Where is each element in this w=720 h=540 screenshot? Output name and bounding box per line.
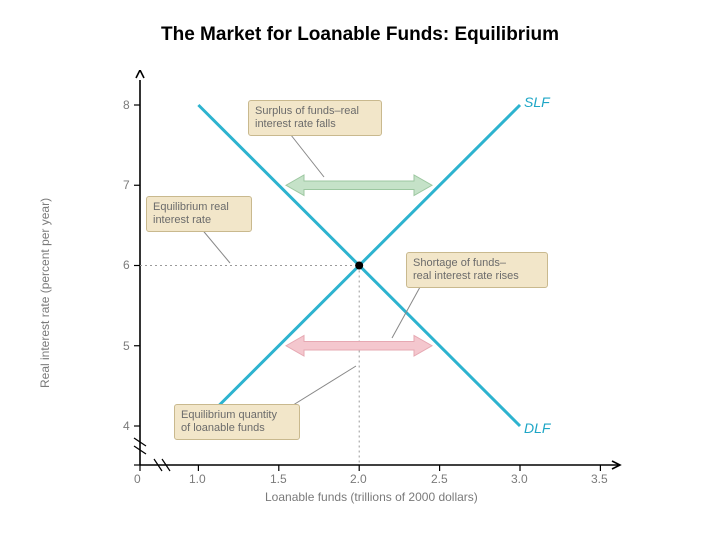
- surplus-line2: interest rate falls: [255, 118, 336, 130]
- equilibrium-point: [355, 262, 363, 270]
- shortage-line1: Shortage of funds–: [413, 257, 506, 269]
- eqrate-line1: Equilibrium real: [153, 201, 229, 213]
- supply-label: SLF: [524, 94, 550, 110]
- eqrate-box: Equilibrium real interest rate: [146, 196, 252, 232]
- y-axis-label: Real interest rate (percent per year): [38, 198, 52, 388]
- demand-label: DLF: [524, 420, 550, 436]
- eqqty-line2: of loanable funds: [181, 422, 265, 434]
- shortage-line2: real interest rate rises: [413, 270, 519, 282]
- shortage-box: Shortage of funds– real interest rate ri…: [406, 252, 548, 288]
- surplus-line1: Surplus of funds–real: [255, 105, 359, 117]
- leader-surplus: [287, 130, 324, 177]
- y-ticks: [134, 105, 140, 465]
- x-tick-5: 3.0: [511, 472, 528, 486]
- leader-eqrate: [200, 227, 230, 263]
- x-tick-0: 0: [134, 472, 141, 486]
- surplus-arrow: [286, 175, 432, 196]
- shortage-arrow: [286, 336, 432, 357]
- y-tick-5: 5: [123, 339, 130, 353]
- y-tick-7: 7: [123, 178, 130, 192]
- y-tick-8: 8: [123, 98, 130, 112]
- x-ticks: [140, 465, 600, 471]
- eqqty-box: Equilibrium quantity of loanable funds: [174, 404, 300, 440]
- x-axis-label: Loanable funds (trillions of 2000 dollar…: [265, 490, 478, 504]
- x-tick-4: 2.5: [431, 472, 448, 486]
- y-tick-6: 6: [123, 258, 130, 272]
- x-tick-3: 2.0: [350, 472, 367, 486]
- x-tick-1: 1.0: [189, 472, 206, 486]
- x-tick-6: 3.5: [591, 472, 608, 486]
- eqrate-line2: interest rate: [153, 214, 211, 226]
- y-tick-4: 4: [123, 419, 130, 433]
- page-title: The Market for Loanable Funds: Equilibri…: [0, 24, 720, 46]
- x-tick-2: 1.5: [270, 472, 287, 486]
- eqqty-line1: Equilibrium quantity: [181, 409, 277, 421]
- chart-area: Real interest rate (percent per year): [80, 70, 640, 510]
- surplus-box: Surplus of funds–real interest rate fall…: [248, 100, 382, 136]
